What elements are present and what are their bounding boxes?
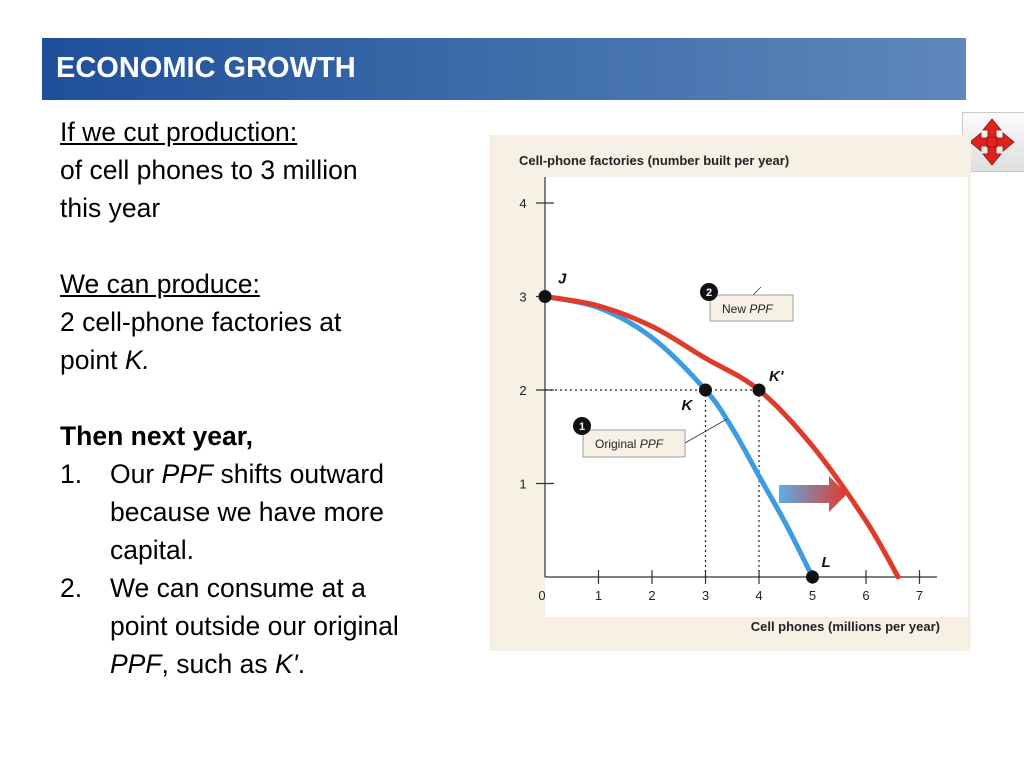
produce-line-2-prefix: point [60, 345, 125, 375]
callout-text: New PPF [722, 302, 773, 316]
produce-point-k: K. [124, 345, 150, 375]
x-tick-label: 5 [809, 588, 816, 603]
callout-new-ppf: 2 New PPF [700, 283, 794, 322]
list-number: 2. [60, 573, 83, 603]
callout-original-ppf: 1 Original PPF [573, 417, 728, 458]
body-text: If we cut production: of cell phones to … [60, 113, 490, 683]
data-point-label: K' [769, 368, 784, 385]
cut-heading: If we cut production: [60, 117, 298, 147]
data-point [538, 290, 552, 303]
x-tick-label: 6 [862, 588, 869, 603]
x-tick-label: 2 [648, 588, 655, 603]
data-point [752, 383, 766, 397]
item-1-line-2: because we have more [110, 497, 384, 527]
data-point [806, 570, 819, 584]
slide-title: ECONOMIC GROWTH [56, 52, 356, 84]
x-axis-label: Cell phones (millions per year) [751, 619, 940, 634]
item-1-suffix: shifts outward [213, 459, 384, 489]
produce-line-1: 2 cell-phone factories at [60, 307, 342, 337]
navigation-button[interactable] [962, 112, 1024, 172]
title-bar: ECONOMIC GROWTH [42, 38, 966, 100]
shift-arrow [779, 476, 847, 512]
y-tick-label: 2 [519, 383, 526, 398]
callout-text: Original PPF [595, 437, 664, 451]
item-2-line-1: We can consume at a [110, 573, 366, 603]
data-point-label: J [558, 271, 567, 288]
item-2-middle: , such as [161, 649, 275, 679]
y-tick-label: 1 [519, 477, 526, 492]
x-tick-label: 3 [702, 588, 709, 603]
callout-number-badge [573, 417, 591, 435]
item-2-end: . [297, 649, 306, 679]
x-tick-label: 4 [755, 588, 762, 603]
data-point-label: K [682, 397, 694, 414]
four-way-arrow-icon [969, 118, 1015, 166]
new-ppf-curve [542, 294, 901, 580]
produce-line-2: point K. [60, 341, 490, 379]
list-item: 2. We can consume at a point outside our… [60, 569, 490, 683]
data-point [699, 383, 712, 397]
next-heading: Then next year, [60, 421, 253, 451]
item-1-term: PPF [161, 459, 214, 489]
callout-box [709, 294, 794, 322]
item-2-line-2: point outside our original [110, 611, 399, 641]
cut-line-2: this year [60, 193, 161, 223]
plot-area [545, 177, 968, 617]
cut-line-1: of cell phones to 3 million [60, 155, 358, 185]
y-tick-label: 3 [519, 290, 526, 305]
data-point-label: L [822, 554, 831, 571]
x-tick-label: 1 [595, 588, 602, 603]
callout-number: 2 [706, 287, 712, 299]
chart-panel: Cell-phone factories (number built per y… [489, 135, 971, 651]
y-tick-label: 4 [519, 196, 526, 211]
x-tick-label: 7 [916, 588, 923, 603]
y-axis-label: Cell-phone factories (number built per y… [519, 153, 789, 168]
item-1-line-3: capital. [110, 535, 194, 565]
list-number: 1. [60, 459, 83, 489]
item-2-point: K' [274, 649, 298, 679]
callout-number-badge [700, 283, 718, 301]
produce-heading: We can produce: [60, 269, 260, 299]
list-item: 1. Our PPF shifts outward because we hav… [60, 455, 490, 569]
callout-number: 1 [579, 421, 585, 433]
ppf-chart: Cell-phone factories (number built per y… [519, 153, 968, 634]
item-2-term: PPF [110, 649, 162, 679]
callout-box [582, 429, 686, 458]
callout-leader [684, 418, 728, 444]
x-tick-label: 0 [538, 588, 545, 603]
item-1-prefix: Our [110, 459, 162, 489]
